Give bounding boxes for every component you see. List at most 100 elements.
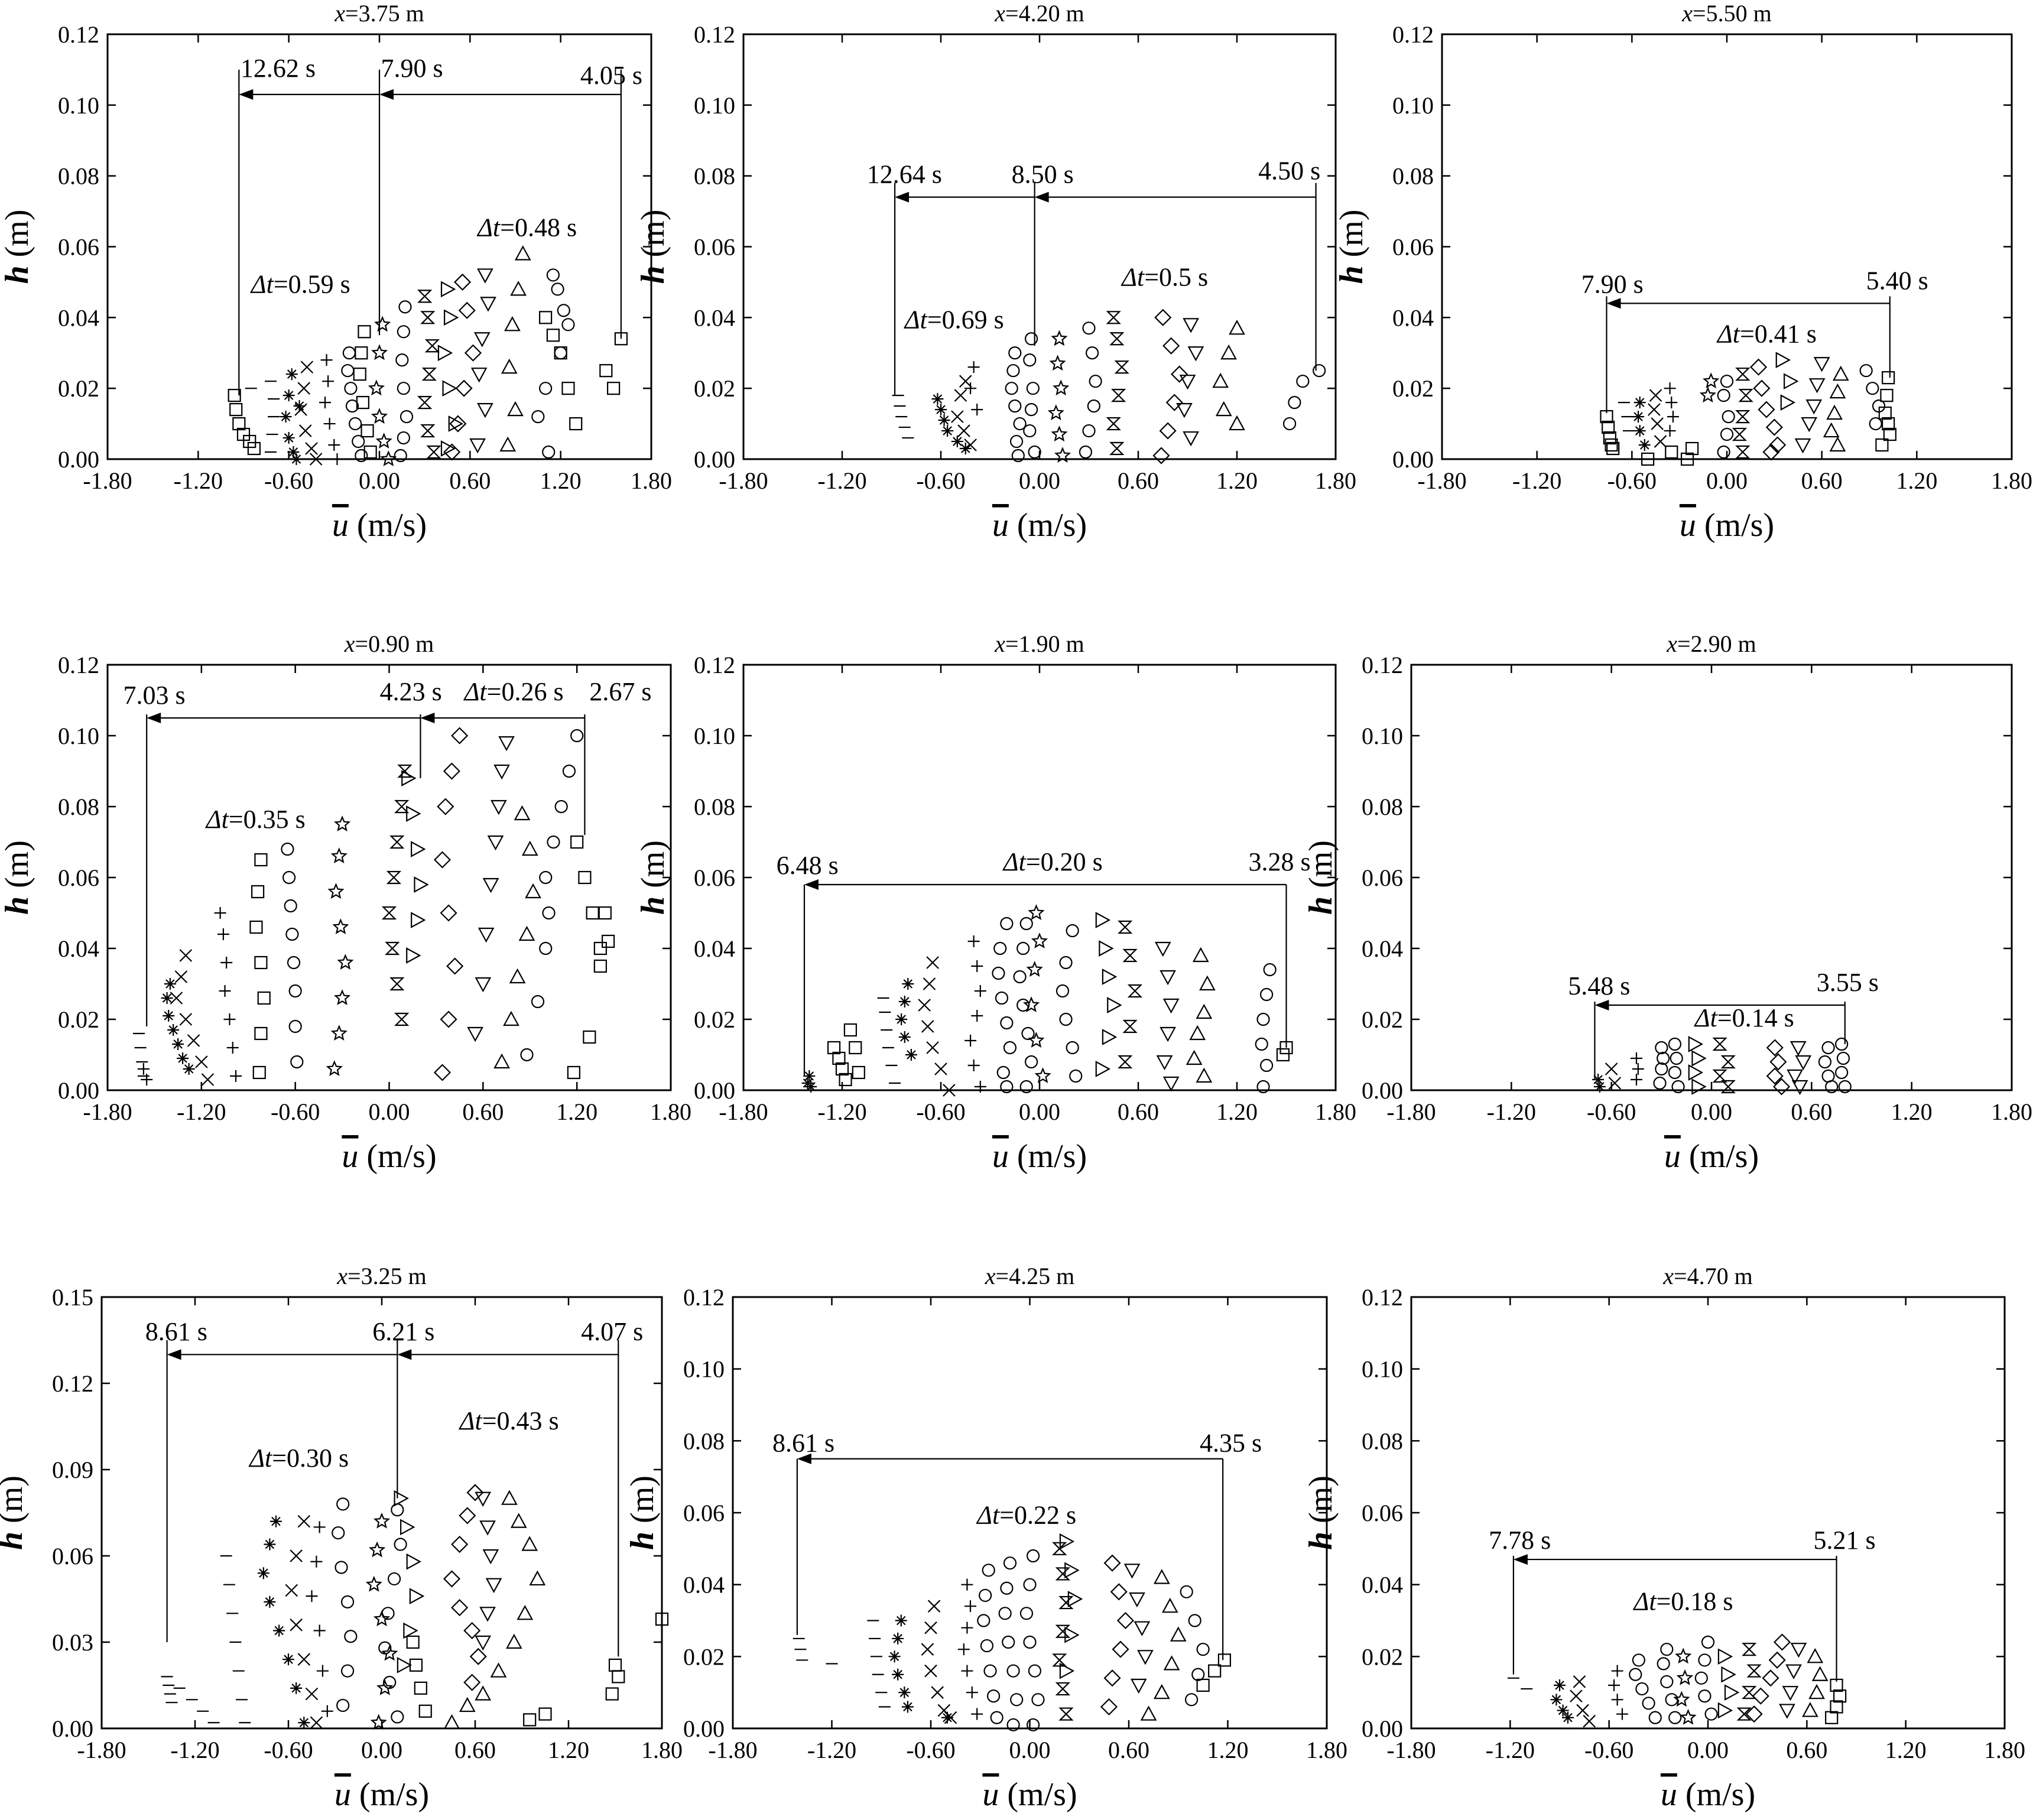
data-point-diamond — [1112, 1640, 1129, 1658]
data-point-diamond — [1750, 358, 1768, 376]
x-tick-label: 0.60 — [1791, 1098, 1832, 1125]
data-point-plus — [319, 396, 331, 409]
data-point-square — [232, 417, 246, 431]
data-point-circle — [1698, 1689, 1712, 1703]
data-point-plus — [971, 1010, 983, 1022]
data-point-tri-up — [1153, 1569, 1170, 1584]
x-tick-label: 0.00 — [1706, 467, 1748, 494]
data-point-tri-down — [1808, 378, 1826, 394]
data-point-plus — [220, 957, 233, 968]
data-point-square — [827, 1041, 841, 1055]
data-point-cross — [964, 438, 977, 451]
data-point-tri-up — [1153, 1684, 1170, 1699]
annotation-label: 4.23 s — [380, 677, 442, 706]
data-point-cross — [924, 1621, 937, 1634]
data-point-circle — [387, 1572, 401, 1586]
data-point-cross — [305, 1687, 319, 1701]
data-point-square — [243, 434, 256, 448]
data-point-circle — [355, 448, 368, 463]
x-tick-label: 0.60 — [1108, 1737, 1149, 1763]
data-point-circle — [1260, 987, 1274, 1002]
data-point-circle — [1655, 1062, 1668, 1076]
chart-panel-1: x=3.75 m -1.80 -1.20 -0.60 0.00 0.60 1.20 1.80 0… — [0, 0, 672, 544]
data-point-diamond — [1765, 418, 1783, 436]
data-point-tri-down — [1183, 318, 1199, 333]
data-point-tri-right — [1688, 1036, 1704, 1052]
data-point-cross — [944, 1711, 957, 1724]
y-tick-label: 0.00 — [52, 1715, 93, 1742]
x-tick-label: -0.60 — [906, 1737, 955, 1763]
data-point-circle — [284, 899, 297, 913]
data-point-asterisk — [164, 978, 176, 990]
y-tick-label: 0.10 — [683, 1356, 725, 1383]
y-tick-label: 0.15 — [52, 1284, 93, 1311]
data-point-hourglass — [385, 941, 400, 956]
x-tick-label: -0.60 — [271, 1098, 320, 1125]
data-point-hourglass — [1735, 445, 1751, 459]
y-tick-label: 0.06 — [683, 1500, 725, 1526]
data-point-circle — [285, 927, 299, 941]
data-point-circle — [1019, 1607, 1034, 1620]
data-point-plus — [961, 1578, 973, 1591]
data-point-circle — [1069, 1069, 1083, 1083]
data-point-circle — [340, 1595, 355, 1608]
x-tick-label: 0.00 — [1019, 467, 1060, 494]
data-point-circle — [1066, 924, 1079, 938]
data-point-cross — [1608, 1077, 1622, 1090]
y-tick-label: 0.06 — [58, 864, 99, 891]
data-point-diamond — [1159, 422, 1177, 440]
data-point-circle — [1642, 1696, 1655, 1710]
data-point-asterisk — [273, 1624, 285, 1637]
x-tick-label: -1.20 — [170, 1737, 219, 1763]
data-point-square — [1196, 1678, 1210, 1692]
data-point-tri-up — [1212, 372, 1229, 388]
y-tick-label: 0.00 — [1362, 1715, 1403, 1742]
data-point-diamond — [1753, 379, 1771, 397]
data-point-circle — [1019, 916, 1033, 931]
data-point-tri-down — [1183, 431, 1199, 447]
x-tick-label: -1.20 — [1487, 1098, 1536, 1125]
data-point-asterisk — [803, 1070, 816, 1082]
y-tick-label: 0.08 — [58, 794, 99, 820]
data-point-circle — [1013, 970, 1027, 984]
data-point-square — [1680, 452, 1694, 466]
data-point-circle — [395, 353, 409, 367]
data-point-tri-right — [1721, 1666, 1736, 1683]
data-point-tri-right — [442, 380, 457, 397]
data-point-plus — [1667, 411, 1679, 423]
data-point-tri-down — [1187, 346, 1204, 362]
data-point-square — [252, 1065, 266, 1080]
data-point-tri-down — [475, 1491, 492, 1507]
arrow-head — [895, 191, 910, 203]
annotation-label: 4.35 s — [1200, 1429, 1262, 1458]
data-point-diamond — [1110, 1583, 1128, 1601]
data-point-tri-up — [443, 1714, 460, 1730]
data-point-hourglass — [1114, 360, 1129, 374]
data-point-tri-up — [1808, 1684, 1825, 1699]
data-point-circle — [993, 941, 1007, 956]
annotation-label: 12.62 s — [241, 54, 316, 83]
data-point-square — [599, 364, 613, 378]
data-point-hourglass — [1746, 1664, 1762, 1678]
data-point-cross — [1649, 389, 1662, 402]
data-point-star — [1028, 1032, 1045, 1048]
data-point-cross — [1576, 1704, 1589, 1717]
data-point-circle — [995, 991, 1009, 1005]
data-point-circle — [554, 346, 567, 360]
x-tick-label: 1.20 — [540, 467, 582, 494]
data-point-cross — [954, 389, 967, 402]
data-point-hourglass — [420, 311, 436, 324]
chart-title: x=4.20 m — [994, 0, 1084, 27]
data-point-tri-right — [397, 1657, 413, 1673]
data-point-circle — [391, 1710, 404, 1724]
data-point-circle — [1000, 1581, 1014, 1595]
data-point-hourglass — [1055, 1624, 1070, 1638]
data-point-cross — [1570, 1689, 1583, 1703]
data-point-circle — [1026, 1549, 1040, 1563]
data-point-diamond — [1171, 365, 1188, 383]
data-point-circle — [1701, 1635, 1715, 1649]
data-point-tri-up — [1196, 1003, 1213, 1019]
chart-title: x=4.70 m — [1662, 1263, 1752, 1289]
data-point-plus — [313, 1624, 326, 1637]
data-point-asterisk — [282, 1653, 294, 1666]
